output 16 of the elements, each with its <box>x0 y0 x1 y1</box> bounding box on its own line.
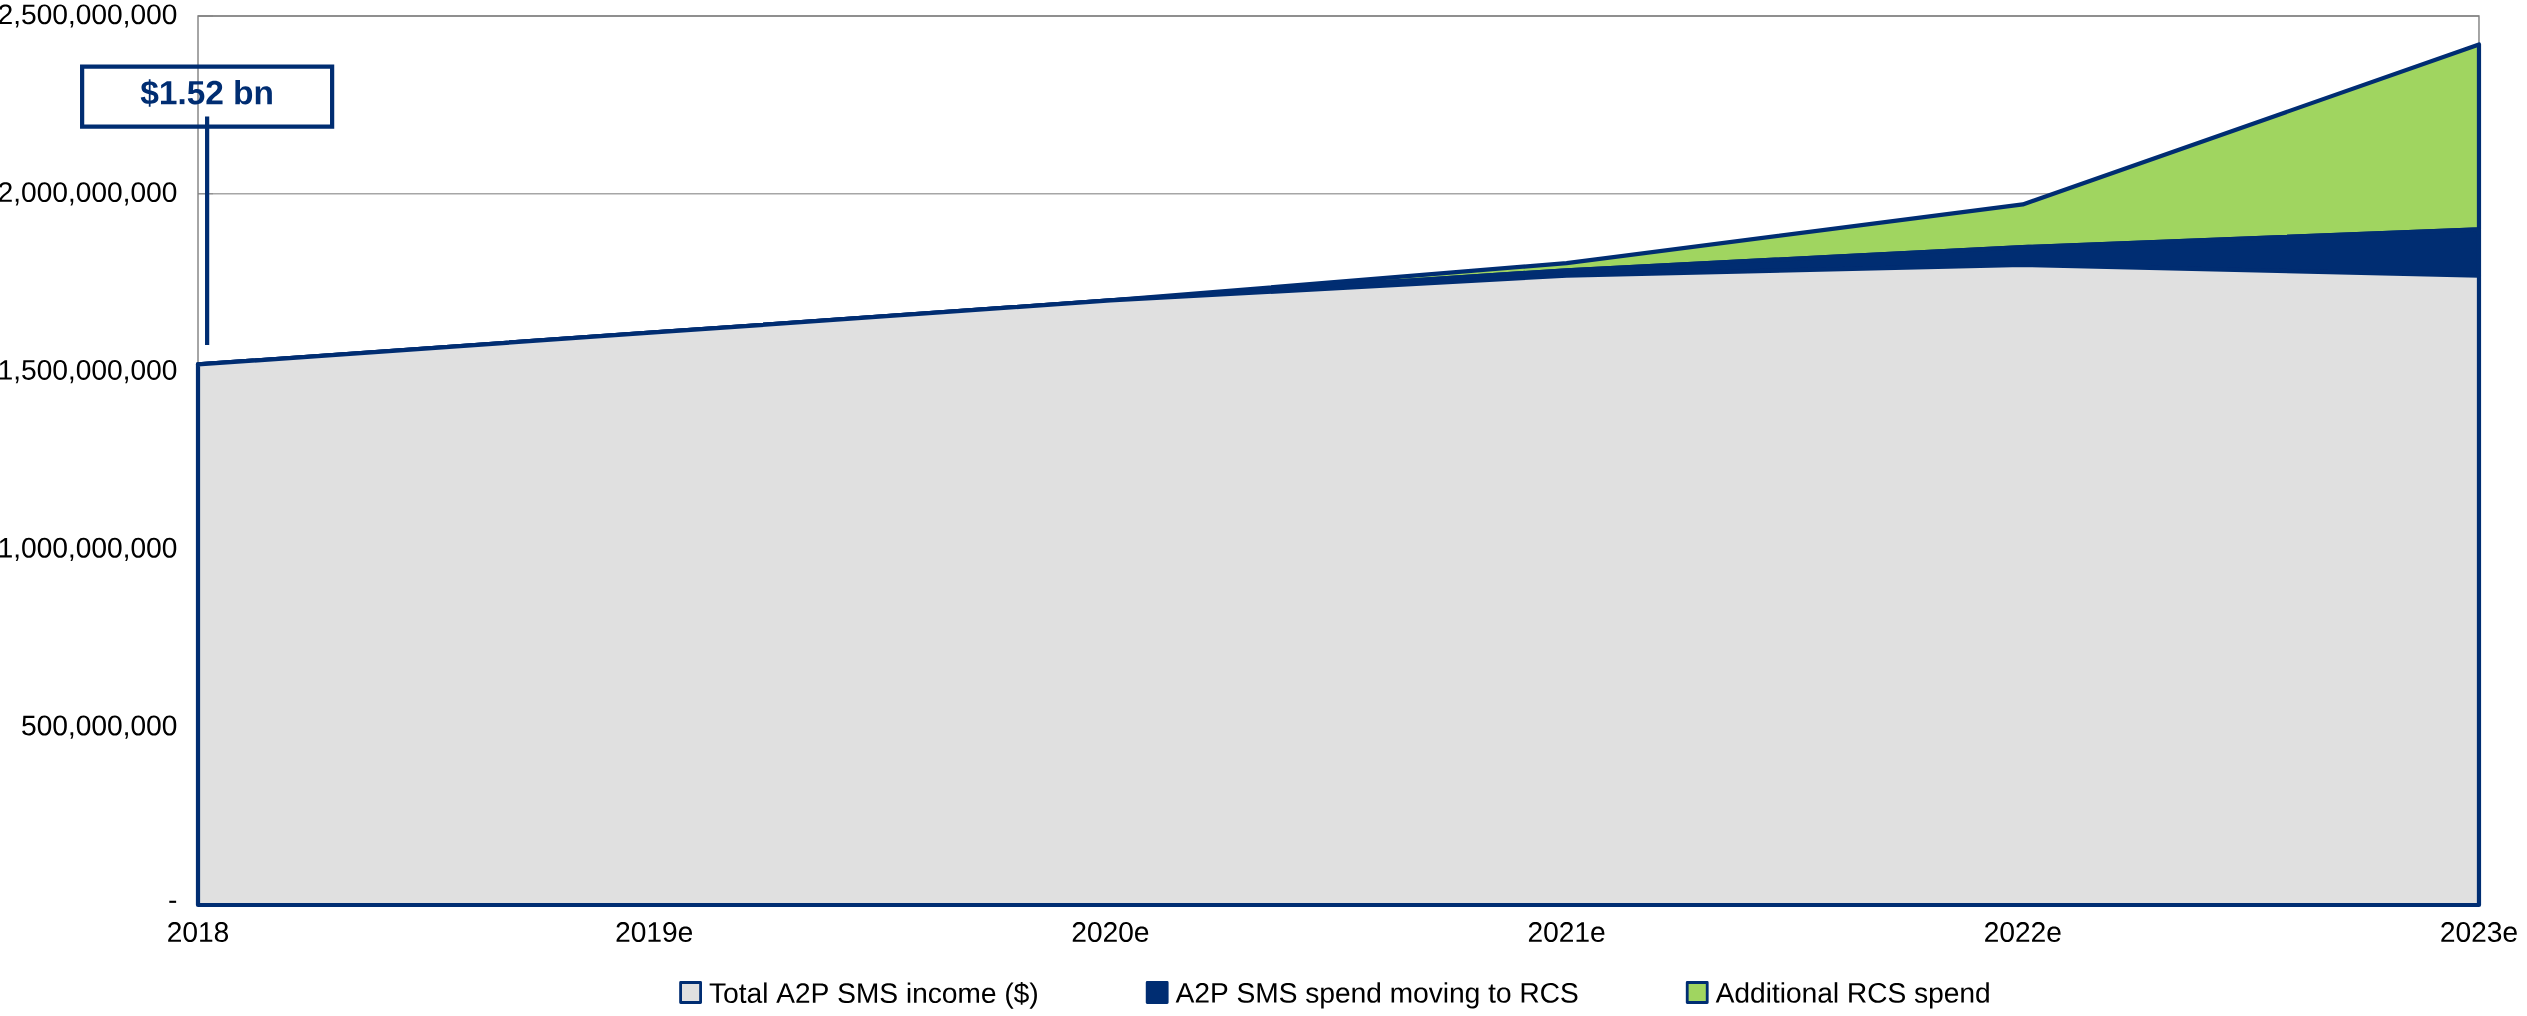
annotation: $1.52 bn <box>140 79 272 107</box>
x-tick-label: 2022e <box>1985 922 2061 942</box>
y-tick-label: 2,000,000,000 <box>0 182 177 206</box>
x-tick-label: 2023e <box>2441 922 2517 942</box>
y-tick-label: 500,000,000 <box>22 715 177 739</box>
x-tick-label: 2018 <box>168 922 229 942</box>
x-tick-label: 2020e <box>1072 922 1149 942</box>
y-tick-label: 1,000,000,000 <box>0 537 177 561</box>
y-tick-label: - <box>169 900 177 903</box>
legend-label: A2P SMS spend moving to RCS <box>1175 982 1578 1009</box>
x-tick-label: 2021e <box>1528 922 1605 942</box>
y-tick-label: 2,500,000,000 <box>0 4 177 28</box>
legend-label: Additional RCS spend <box>1715 982 1989 1009</box>
y-tick-label: 1,500,000,000 <box>0 359 177 384</box>
legend-label: Total A2P SMS income ($) <box>709 981 1037 1009</box>
x-tick-label: 2019e <box>616 922 693 942</box>
